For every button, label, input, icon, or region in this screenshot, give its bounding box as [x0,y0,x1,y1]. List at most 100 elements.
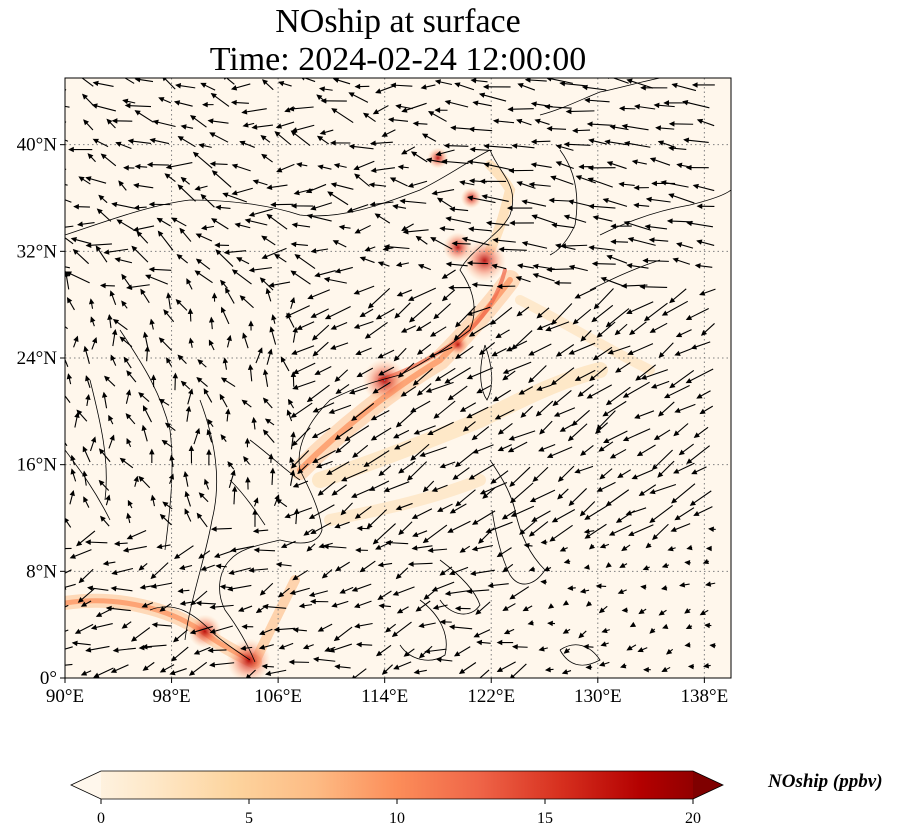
wind-arrowhead [521,199,528,205]
wind-arrowhead [534,118,541,124]
wind-arrowhead [401,149,408,155]
wind-arrowhead [544,104,551,110]
wind-vector [353,668,367,678]
wind-arrowhead [387,117,394,123]
wind-arrowhead [436,197,444,204]
wind-arrowhead [649,327,656,333]
wind-arrowhead [105,605,112,612]
wind-arrowhead [66,373,73,380]
wind-arrowhead [158,337,165,344]
wind-arrowhead [491,263,498,270]
wind-vector [373,523,396,545]
wind-arrowhead [185,405,192,412]
wind-arrowhead [583,528,590,535]
wind-arrowhead [332,78,340,83]
wind-arrowhead [203,478,210,485]
wind-arrowhead [567,585,574,591]
wind-arrowhead [510,511,518,517]
wind-arrowhead [591,260,598,267]
wind-arrowhead [621,123,628,130]
wind-arrowhead [197,359,204,366]
wind-arrowhead [119,336,126,343]
wind-arrowhead [179,227,186,234]
wind-arrowhead [194,270,201,276]
y-tick-label: 8°N [26,561,57,582]
wind-arrowhead [327,191,334,197]
wind-arrowhead [492,237,499,244]
wind-arrowhead [622,392,630,398]
wind-arrowhead [231,163,238,170]
wind-arrowhead [364,333,371,339]
wind-arrowhead [454,461,462,468]
wind-arrowhead [352,452,359,458]
wind-arrowhead [189,115,197,121]
wind-arrowhead [269,326,275,333]
wind-arrowhead [368,485,376,491]
wind-arrowhead [114,257,121,263]
wind-arrowhead [192,151,199,158]
wind-arrowhead [226,334,232,342]
wind-arrowhead [116,219,123,225]
wind-arrowhead [164,422,172,429]
wind-arrowhead [427,430,434,436]
wind-arrowhead [180,176,187,183]
wind-arrowhead [289,469,296,476]
wind-arrowhead [311,334,318,341]
wind-arrowhead [99,515,106,522]
wind-arrowhead [495,332,502,339]
wind-arrowhead [671,82,678,89]
wind-arrowhead [410,454,417,461]
wind-arrowhead [600,641,607,647]
wind-arrowhead [512,644,518,650]
wind-arrowhead [187,308,194,314]
wind-arrowhead [234,222,241,228]
wind-arrowhead [127,499,133,507]
wind-arrowhead [557,493,564,500]
wind-arrowhead [509,220,515,226]
wind-arrowhead [76,409,83,416]
wind-arrowhead [310,528,317,535]
wind-arrowhead [678,449,685,456]
wind-arrowhead [625,510,632,516]
wind-arrowhead [427,547,434,554]
wind-arrowhead [577,391,584,397]
wind-arrowhead [208,316,215,323]
wind-arrowhead [610,223,616,229]
wind-arrowhead [378,470,385,477]
wind-arrowhead [550,175,557,181]
wind-arrowhead [334,523,341,529]
wind-arrowhead [243,456,249,463]
wind-arrowhead [78,176,85,182]
wind-arrowhead [523,542,530,549]
wind-arrowhead [188,388,194,395]
wind-vector [65,237,74,245]
wind-arrowhead [445,216,452,222]
wind-arrowhead [188,445,195,451]
wind-arrowhead [418,622,425,629]
wind-arrowhead [265,287,271,295]
wind-arrowhead [110,354,116,361]
wind-arrowhead [381,131,388,137]
wind-arrowhead [289,456,295,463]
wind-arrowhead [685,623,693,630]
wind-vector [649,504,673,523]
wind-arrowhead [140,288,146,295]
wind-arrowhead [340,509,347,516]
wind-arrowhead [196,512,203,519]
wind-arrowhead [471,434,478,441]
wind-arrowhead [277,80,285,87]
wind-arrowhead [296,162,303,168]
wind-vector [484,163,512,171]
wind-arrowhead [60,389,64,393]
wind-arrowhead [441,158,448,165]
wind-arrowhead [547,603,555,609]
wind-arrowhead [685,378,692,384]
wind-arrowhead [159,667,167,673]
wind-arrowhead [539,428,546,435]
wind-arrowhead [384,626,392,633]
wind-arrowhead [425,157,433,163]
wind-arrowhead [354,602,361,609]
wind-arrowhead [353,323,361,329]
wind-arrowhead [189,629,196,635]
wind-arrowhead [620,663,627,669]
